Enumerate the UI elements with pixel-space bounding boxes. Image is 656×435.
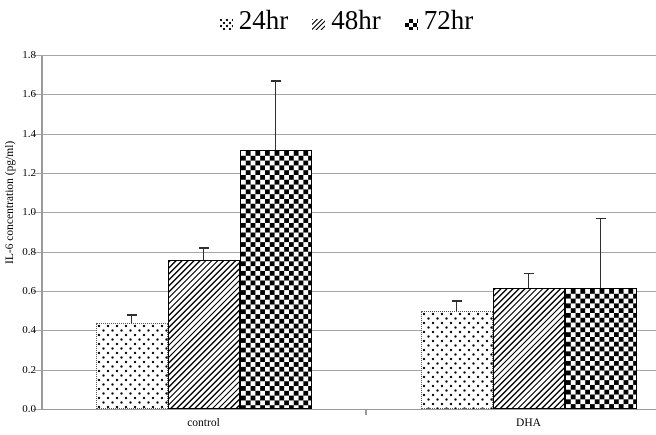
y-tick-label: 1.4 xyxy=(22,127,36,140)
bar-DHA-24hr xyxy=(420,311,493,410)
error-bar-cap-control-48hr xyxy=(198,247,209,249)
y-axis-tick xyxy=(33,409,41,410)
y-axis-tick xyxy=(33,173,41,174)
error-bar-cap-DHA-72hr xyxy=(595,217,606,220)
legend-swatch-checker-icon xyxy=(404,19,418,30)
y-tick-label: 0.4 xyxy=(22,324,36,337)
y-axis-tick xyxy=(33,369,41,371)
gridline xyxy=(41,55,656,56)
gridline xyxy=(41,133,656,135)
y-tick-label: 0.8 xyxy=(22,245,36,258)
category-separator-tick xyxy=(365,409,367,415)
y-tick-label: 1.0 xyxy=(22,206,36,219)
y-tick-label: 0.2 xyxy=(22,363,36,376)
bar-control-48hr xyxy=(167,260,240,410)
y-axis-tick xyxy=(33,212,41,214)
gridline xyxy=(41,212,656,214)
x-axis-category-label: DHA xyxy=(516,416,541,429)
gridline xyxy=(41,94,656,96)
legend-item-24hr: 24hr xyxy=(219,5,289,36)
y-axis-line xyxy=(41,55,43,410)
error-bar-control-48hr xyxy=(202,248,205,261)
y-axis-tick xyxy=(33,291,41,292)
legend-label-48hr: 48hr xyxy=(331,5,381,36)
x-axis-line xyxy=(41,408,656,411)
error-bar-DHA-72hr xyxy=(599,218,602,288)
legend-swatch-diagonal-icon xyxy=(312,19,326,30)
error-bar-DHA-24hr xyxy=(455,301,458,312)
error-bar-cap-control-24hr xyxy=(126,314,137,316)
legend: 24hr 48hr 72hr xyxy=(0,2,656,40)
y-tick-label: 0.0 xyxy=(22,403,36,415)
legend-swatch-dots-icon xyxy=(219,19,233,30)
y-axis-tick xyxy=(33,330,41,332)
error-bar-control-24hr xyxy=(130,315,133,323)
gridline xyxy=(41,369,656,371)
gridline xyxy=(41,291,656,292)
y-tick-label: 0.6 xyxy=(22,285,36,297)
gridline xyxy=(41,251,656,253)
legend-label-72hr: 72hr xyxy=(423,5,474,36)
legend-label-24hr: 24hr xyxy=(238,5,289,36)
error-bar-DHA-48hr xyxy=(527,273,530,288)
error-bar-control-72hr xyxy=(274,81,277,150)
bar-control-24hr xyxy=(95,322,168,410)
gridline xyxy=(41,330,656,332)
gridline xyxy=(41,173,656,174)
error-bar-cap-control-72hr xyxy=(270,80,281,82)
error-bar-cap-DHA-24hr xyxy=(451,300,462,302)
y-axis-tick xyxy=(33,94,41,96)
y-axis-tick xyxy=(33,133,41,135)
y-tick-label: 1.2 xyxy=(22,167,36,179)
bar-control-72hr xyxy=(239,149,312,410)
x-axis-category-label: control xyxy=(187,416,220,429)
legend-item-72hr: 72hr xyxy=(404,5,474,36)
error-bar-cap-DHA-48hr xyxy=(523,272,534,275)
bar-DHA-72hr xyxy=(564,287,637,410)
bar-DHA-48hr xyxy=(492,287,565,410)
y-tick-label: 1.8 xyxy=(22,49,36,61)
y-axis-tick xyxy=(33,251,41,253)
y-axis-tick xyxy=(33,55,41,56)
y-tick-label: 1.6 xyxy=(22,88,36,101)
legend-item-48hr: 48hr xyxy=(312,5,381,36)
